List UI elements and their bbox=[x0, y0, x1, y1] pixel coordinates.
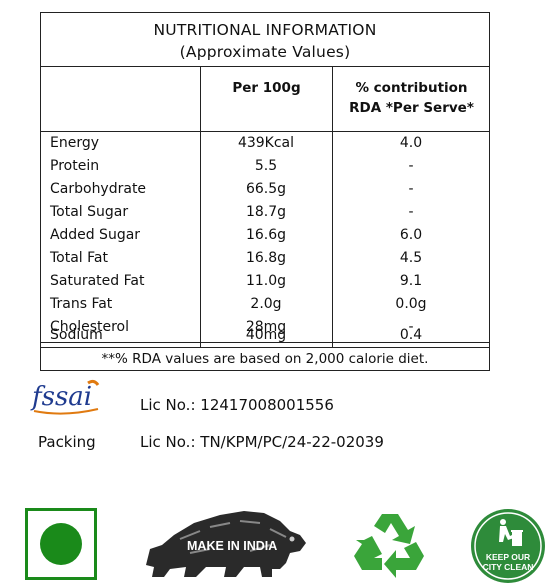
nutrient-name: Cholesterol bbox=[50, 319, 130, 335]
city-clean-line1: KEEP OUR bbox=[486, 552, 530, 562]
city-clean-line2: CITY CLEAN bbox=[483, 562, 534, 572]
fssai-logo-swoosh bbox=[87, 379, 100, 386]
nutrient-name: Total Fat bbox=[50, 250, 108, 266]
nutrient-name: Added Sugar bbox=[50, 227, 141, 243]
person-body bbox=[499, 526, 514, 542]
per100-value: 66.5g bbox=[245, 181, 287, 197]
make-in-india-logo: MAKE IN INDIA bbox=[140, 505, 310, 583]
rda-value: - bbox=[408, 319, 414, 335]
recycle-arrow-top bbox=[374, 514, 415, 544]
table-row: Energy 439Kcal 4.0 bbox=[41, 132, 489, 155]
rda-value: 4.5 bbox=[399, 250, 423, 266]
per100-value: 11.0g bbox=[245, 273, 287, 289]
column-divider bbox=[332, 324, 333, 347]
badge-circle-ring bbox=[474, 512, 542, 580]
keep-city-clean-graphic: KEEP OUR CITY CLEAN bbox=[471, 509, 545, 583]
nutrient-name: Carbohydrate bbox=[50, 181, 147, 197]
rda-value: - bbox=[408, 181, 414, 197]
lion-eye bbox=[289, 536, 295, 542]
veg-mark-graphic bbox=[25, 508, 97, 580]
rda-value: 4.0 bbox=[399, 135, 423, 151]
rda-value: 9.1 bbox=[399, 273, 423, 289]
person-head bbox=[500, 519, 506, 525]
make-in-india-text: MAKE IN INDIA bbox=[187, 539, 277, 553]
veg-mark-dot bbox=[40, 523, 82, 565]
column-divider bbox=[332, 132, 333, 342]
packing-lic-number: TN/KPM/PC/24-22-02039 bbox=[200, 433, 384, 451]
header-rda-line2: RDA *Per Serve* bbox=[349, 100, 474, 116]
lion-silhouette bbox=[146, 511, 306, 577]
packing-label: Packing bbox=[38, 433, 96, 451]
per100-value: 16.8g bbox=[245, 250, 287, 266]
recycle-arrow-left bbox=[354, 536, 382, 570]
nutrient-name: Sodium bbox=[50, 327, 103, 343]
fssai-logo: fssai bbox=[28, 377, 104, 417]
rda-value: - bbox=[408, 204, 414, 220]
per100-value: 2.0g bbox=[250, 296, 282, 312]
table-row: Cholesterol 28mg - bbox=[41, 316, 489, 339]
make-in-india-graphic: MAKE IN INDIA bbox=[146, 511, 306, 577]
badge-circle-outer bbox=[471, 509, 545, 583]
table-row: Trans Fat 2.0g 0.0g bbox=[41, 293, 489, 316]
rda-value: 6.0 bbox=[399, 227, 423, 243]
header-rda: % contribution RDA *Per Serve* bbox=[332, 67, 490, 131]
bin-lid bbox=[511, 530, 523, 532]
column-divider bbox=[200, 324, 201, 347]
lion-gear-texture bbox=[179, 520, 287, 554]
packing-license: Lic No.: TN/KPM/PC/24-22-02039 bbox=[140, 432, 384, 452]
fssai-license: Lic No.: 12417008001556 bbox=[140, 395, 334, 415]
veg-mark-icon bbox=[25, 508, 97, 580]
per100-value: 16.6g bbox=[245, 227, 287, 243]
rda-footnote: **% RDA values are based on 2,000 calori… bbox=[101, 351, 429, 367]
column-divider bbox=[200, 132, 201, 342]
fssai-logo-underline bbox=[33, 408, 99, 415]
nutrient-name: Total Sugar bbox=[50, 204, 129, 220]
per100-value: 5.5 bbox=[254, 158, 278, 174]
per100-value: 439Kcal bbox=[237, 135, 295, 151]
table-header-row: Per 100g % contribution RDA *Per Serve* bbox=[41, 67, 489, 132]
nutrient-name: Energy bbox=[50, 135, 100, 151]
per100-value: 40mg bbox=[245, 327, 287, 343]
per100-value: 28mg bbox=[245, 319, 287, 335]
table-row: Protein 5.5 - bbox=[41, 155, 489, 178]
recycle-arrow-right bbox=[384, 542, 424, 578]
rda-value: 0.4 bbox=[399, 327, 423, 343]
table-body: Energy 439Kcal 4.0 Protein 5.5 - Carbohy… bbox=[41, 132, 489, 343]
fssai-logo-graphic: fssai bbox=[30, 379, 100, 415]
packing-lic-label: Lic No.: bbox=[140, 433, 196, 451]
header-per100: Per 100g bbox=[200, 67, 332, 131]
table-row: Sodium 40mg 0.4 bbox=[41, 324, 489, 347]
keep-city-clean-badge: KEEP OUR CITY CLEAN bbox=[470, 508, 546, 584]
table-row: Total Sugar 18.7g - bbox=[41, 201, 489, 224]
fssai-lic-number: 12417008001556 bbox=[200, 396, 334, 414]
per100-value: 18.7g bbox=[245, 204, 287, 220]
nutrition-table: NUTRITIONAL INFORMATION (Approximate Val… bbox=[40, 12, 490, 371]
header-rda-line1: % contribution bbox=[355, 80, 468, 96]
table-title-line1: NUTRITIONAL INFORMATION bbox=[153, 21, 377, 39]
recycle-icon bbox=[352, 508, 428, 580]
fssai-lic-label: Lic No.: bbox=[140, 396, 196, 414]
table-row: Total Fat 16.8g 4.5 bbox=[41, 247, 489, 270]
bin-shape bbox=[512, 532, 522, 546]
nutrient-name: Trans Fat bbox=[50, 296, 113, 312]
rda-value: 0.0g bbox=[395, 296, 427, 312]
nutrient-name: Protein bbox=[50, 158, 100, 174]
header-nutrient-cell bbox=[41, 67, 200, 131]
table-title-line2: (Approximate Values) bbox=[179, 43, 351, 61]
rda-value: - bbox=[408, 158, 414, 174]
table-row: Carbohydrate 66.5g - bbox=[41, 178, 489, 201]
nutrient-name: Saturated Fat bbox=[50, 273, 145, 289]
footnote-divider bbox=[41, 347, 489, 348]
table-title: NUTRITIONAL INFORMATION (Approximate Val… bbox=[41, 13, 489, 67]
recycle-graphic bbox=[354, 514, 424, 578]
table-row: Saturated Fat 11.0g 9.1 bbox=[41, 270, 489, 293]
table-row: Added Sugar 16.6g 6.0 bbox=[41, 224, 489, 247]
fssai-logo-text: fssai bbox=[30, 382, 92, 412]
